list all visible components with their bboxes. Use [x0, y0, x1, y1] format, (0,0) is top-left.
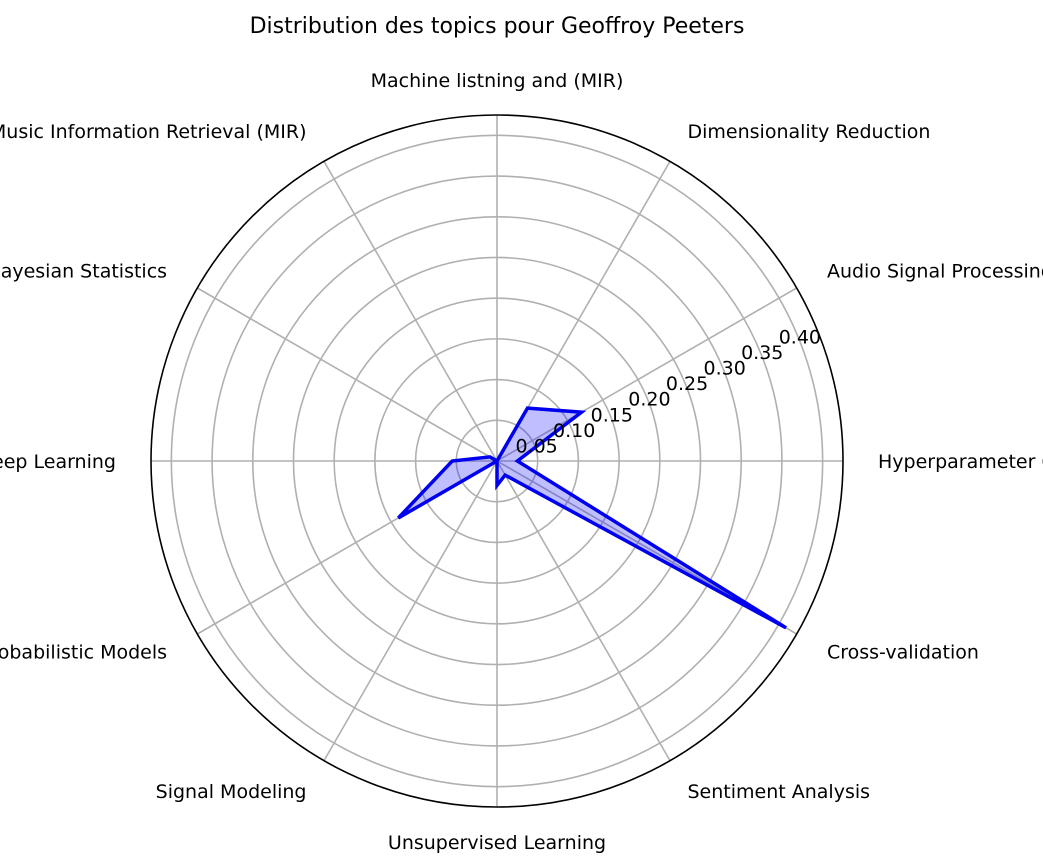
spoke-line	[496, 460, 671, 762]
radial-tick-label: 0.15	[591, 404, 633, 426]
spoke-line	[323, 460, 498, 762]
spoke-line	[496, 287, 798, 462]
radial-tick-label: 0.30	[703, 358, 745, 380]
radial-tick-label: 0.05	[515, 435, 557, 457]
category-label: Bayesian Statistics	[0, 261, 167, 283]
category-label: Signal Modeling	[156, 781, 307, 803]
series-area	[398, 408, 787, 628]
radial-tick-label: 0.25	[666, 373, 708, 395]
spoke-line	[196, 287, 498, 462]
category-label: Cross-validation	[827, 642, 979, 664]
category-label: Machine Listening and Music Information …	[0, 121, 307, 143]
outer-ring	[150, 114, 844, 808]
radial-tick-label: 0.40	[779, 326, 821, 348]
category-label: Dimensionality Reduction	[688, 121, 931, 143]
category-label: Sentiment Analysis	[688, 781, 871, 803]
category-label: Unsupervised Learning	[388, 832, 606, 854]
spoke-line	[323, 160, 498, 462]
category-label: Hyperparameter Optimization	[878, 451, 1043, 473]
radial-tick-labels: 0.050.100.150.200.250.300.350.40	[515, 326, 821, 457]
grid-layer	[150, 114, 844, 808]
category-label: Audio Signal Processing	[827, 261, 1043, 283]
category-labels: Hyperparameter Optimization Audio Signal …	[0, 70, 1043, 854]
radial-tick-label: 0.10	[553, 420, 595, 442]
series-line	[397, 406, 788, 630]
series-layer	[397, 406, 788, 630]
category-label: Probabilistic Models	[0, 642, 167, 664]
category-label: Deep Learning	[0, 451, 116, 473]
category-label: Machine listning and (MIR)	[371, 70, 624, 92]
radial-tick-label: 0.20	[628, 389, 670, 411]
chart-title: Distribution des topics pour Geoffroy Pe…	[250, 14, 745, 39]
radial-tick-label: 0.35	[741, 342, 783, 364]
